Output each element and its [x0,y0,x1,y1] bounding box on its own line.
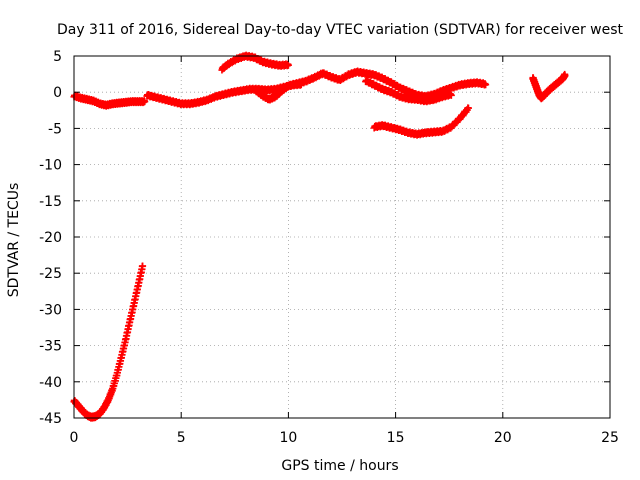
data-point [141,98,149,106]
y-tick-label: 0 [53,85,62,101]
x-tick-label: 10 [279,430,297,446]
series-arc-late [529,70,569,103]
gridlines [74,56,610,418]
y-tick-label: 5 [53,49,62,65]
data-point [139,262,147,270]
data-series [70,51,569,422]
y-tick-label: -30 [39,302,62,318]
data-point [284,61,292,69]
y-tick-label: -25 [39,266,62,282]
x-tick-label: 15 [387,430,405,446]
data-point [447,91,455,99]
x-tick-label: 0 [70,430,79,446]
series-arc-steep-low [70,262,147,422]
x-axis-label: GPS time / hours [281,458,398,474]
series-arc-evening-negative [370,104,472,139]
x-tick-label: 25 [601,430,619,446]
chart-title: Day 311 of 2016, Sidereal Day-to-day VTE… [57,22,624,38]
y-tick-label: -5 [48,121,62,137]
data-point [482,81,490,89]
series-arc-afternoon-lower [362,76,455,106]
y-tick-label: -40 [39,375,62,391]
y-tick-label: -35 [39,339,62,355]
data-point [561,72,569,80]
y-tick-label: -20 [39,230,62,246]
axis-ticks: 0 5 10 15 20 25 5 0 -5 -10 -15 -20 -25 -30 -35 -40 -45 [39,49,619,446]
series-arc-early-zero [70,91,149,110]
data-point [464,104,472,112]
x-tick-label: 5 [177,430,186,446]
y-tick-label: -45 [39,411,62,427]
y-tick-label: -10 [39,158,62,174]
series-arc-upper [218,51,292,74]
x-tick-label: 20 [494,430,512,446]
series-arc-mid-day [252,67,490,104]
y-tick-label: -15 [39,194,62,210]
y-axis-label: SDTVAR / TECUs [6,183,22,298]
